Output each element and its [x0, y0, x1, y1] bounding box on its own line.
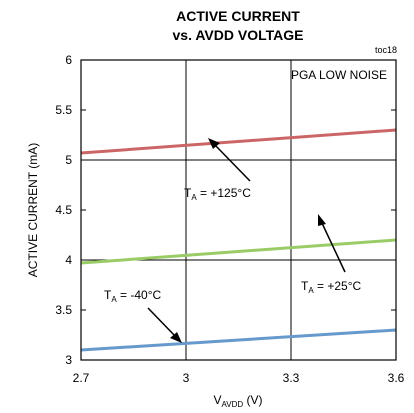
series-label-neg40c: TA = -40°C [104, 288, 162, 304]
series-line-25c [80, 238, 397, 265]
x-tick-label: 3.3 [283, 371, 300, 385]
series-layer [80, 128, 397, 352]
annotation-25c-arrow [320, 220, 346, 273]
x-axis-label-main: V [214, 393, 222, 407]
tick-layer: 33.544.555.562.7 3 3.3 3.6 [55, 53, 404, 385]
y-tick-label: 4 [65, 253, 72, 267]
chart-title-line1: ACTIVE CURRENT [176, 8, 300, 24]
y-tick-label: 6 [65, 53, 72, 67]
x-tick-label: 2.7 [73, 371, 90, 385]
x-axis-label-unit: (V) [243, 393, 262, 407]
y-tick-label: 3 [65, 353, 72, 367]
annotation-neg40c-arrowhead [170, 332, 182, 343]
annotation-125c-arrow [213, 143, 251, 182]
x-axis-label: VAVDD (V) [214, 393, 263, 409]
series-label-125c: TA = +125°C [184, 186, 251, 202]
grid-layer [81, 60, 396, 360]
y-tick-label: 3.5 [55, 303, 72, 317]
chart-title-line2: vs. AVDD VOLTAGE [173, 27, 304, 43]
annotation-neg40c-arrow [147, 307, 177, 338]
x-tick-label: 3.6 [388, 371, 405, 385]
annotation-25c: TA = +25°C [301, 214, 362, 295]
series-line-125c [80, 128, 397, 155]
condition-label: PGA LOW NOISE [291, 68, 387, 82]
annotation-neg40c: TA = -40°C [104, 288, 182, 343]
y-tick-label: 5.5 [55, 103, 72, 117]
y-tick-label: 4.5 [55, 203, 72, 217]
y-axis-label: ACTIVE CURRENT (mA) [26, 143, 40, 277]
series-label-25c: TA = +25°C [301, 279, 362, 295]
annotation-125c: TA = +125°C [184, 138, 251, 202]
y-tick-label: 5 [65, 153, 72, 167]
x-tick-label: 3 [183, 371, 190, 385]
series-line-neg40c [80, 328, 397, 352]
plot-frame [80, 59, 397, 361]
annotation-125c-arrowhead [208, 138, 220, 149]
annotation-25c-arrowhead [318, 214, 326, 226]
figure-id: toc18 [375, 45, 397, 55]
x-axis-label-sub: AVDD [222, 400, 244, 409]
